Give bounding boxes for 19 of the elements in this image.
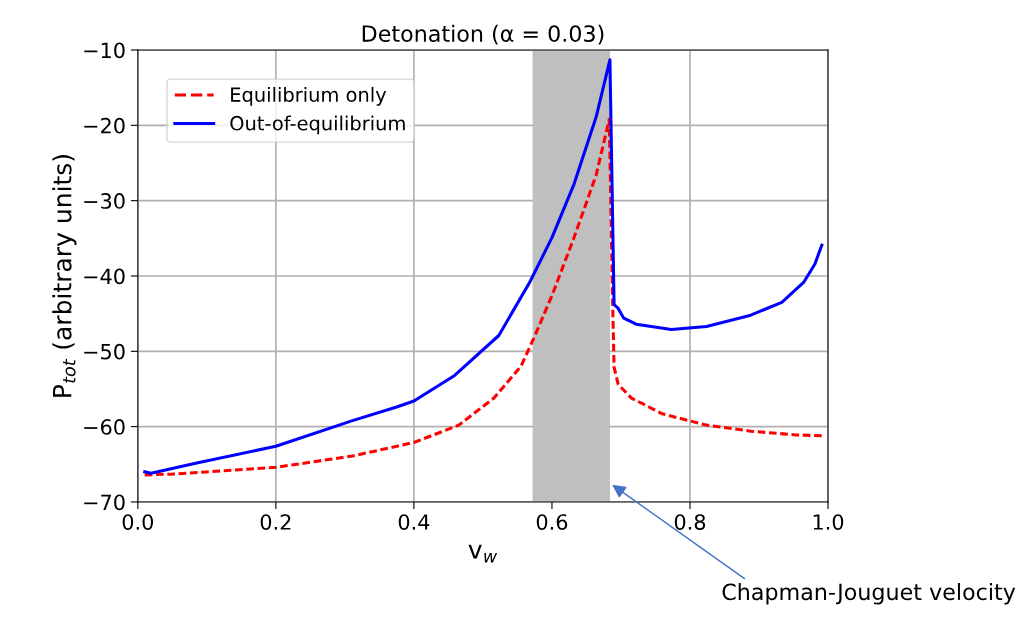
y-tick-label: −70 [84,494,125,511]
y-tick-label: −50 [84,343,125,360]
legend-label: Equilibrium only [231,86,387,106]
x-tick-label: 0.6 [536,514,568,530]
y-axis-title: P$_{tot}$ (arbitrary units) [52,155,77,397]
x-axis-title: v$_{w}$ [468,544,498,563]
y-tick-label: −20 [84,117,125,134]
y-tick-label: −10 [84,42,125,59]
x-tick-label: 0.0 [122,514,154,530]
y-tick-label: −30 [84,193,125,209]
annotation: Chapman-Jouguet velocity [722,583,1016,605]
x-tick-label: 1.0 [813,514,844,530]
legend-label: Out-of-equilibrium [230,115,405,135]
x-tick-label: 0.8 [674,514,706,530]
y-tick-label: −40 [84,268,125,285]
x-tick-label: 0.4 [398,514,430,530]
y-tick-label: −60 [84,419,125,435]
x-tick-label: 0.2 [260,514,291,530]
chart-title: Detonation (α = 0.03) [362,24,604,45]
